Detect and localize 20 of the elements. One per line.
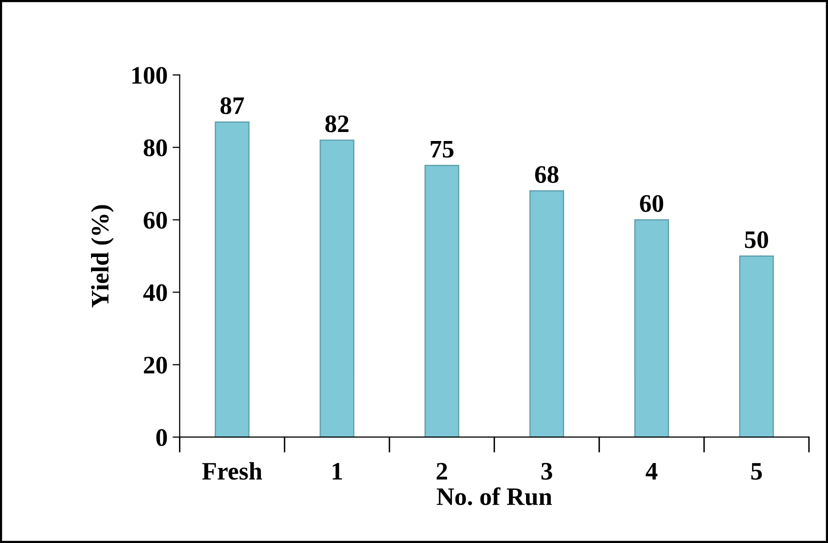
y-tick-label: 40: [143, 284, 167, 302]
data-label: 60: [640, 195, 664, 212]
data-label: 87: [220, 97, 244, 114]
y-axis-title: Yield (%): [91, 205, 114, 308]
x-tick-label: Fresh: [202, 462, 262, 480]
y-tick-label: 80: [144, 139, 167, 156]
x-tick-label: 3: [541, 462, 552, 480]
y-tick-label: 20: [144, 356, 167, 374]
y-tick-label: 0: [156, 429, 167, 446]
x-axis-title: No. of Run: [436, 487, 552, 506]
y-tick-label: 100: [132, 66, 167, 84]
x-tick-label: 2: [436, 462, 448, 480]
data-label: 50: [745, 231, 768, 248]
data-label: 75: [430, 141, 454, 158]
y-tick-label: 60: [144, 212, 167, 229]
data-label: 68: [535, 166, 558, 183]
x-tick-label: 4: [646, 463, 658, 480]
x-tick-label: 5: [751, 463, 762, 480]
x-tick-label: 1: [332, 462, 342, 480]
data-label: 82: [325, 115, 348, 132]
